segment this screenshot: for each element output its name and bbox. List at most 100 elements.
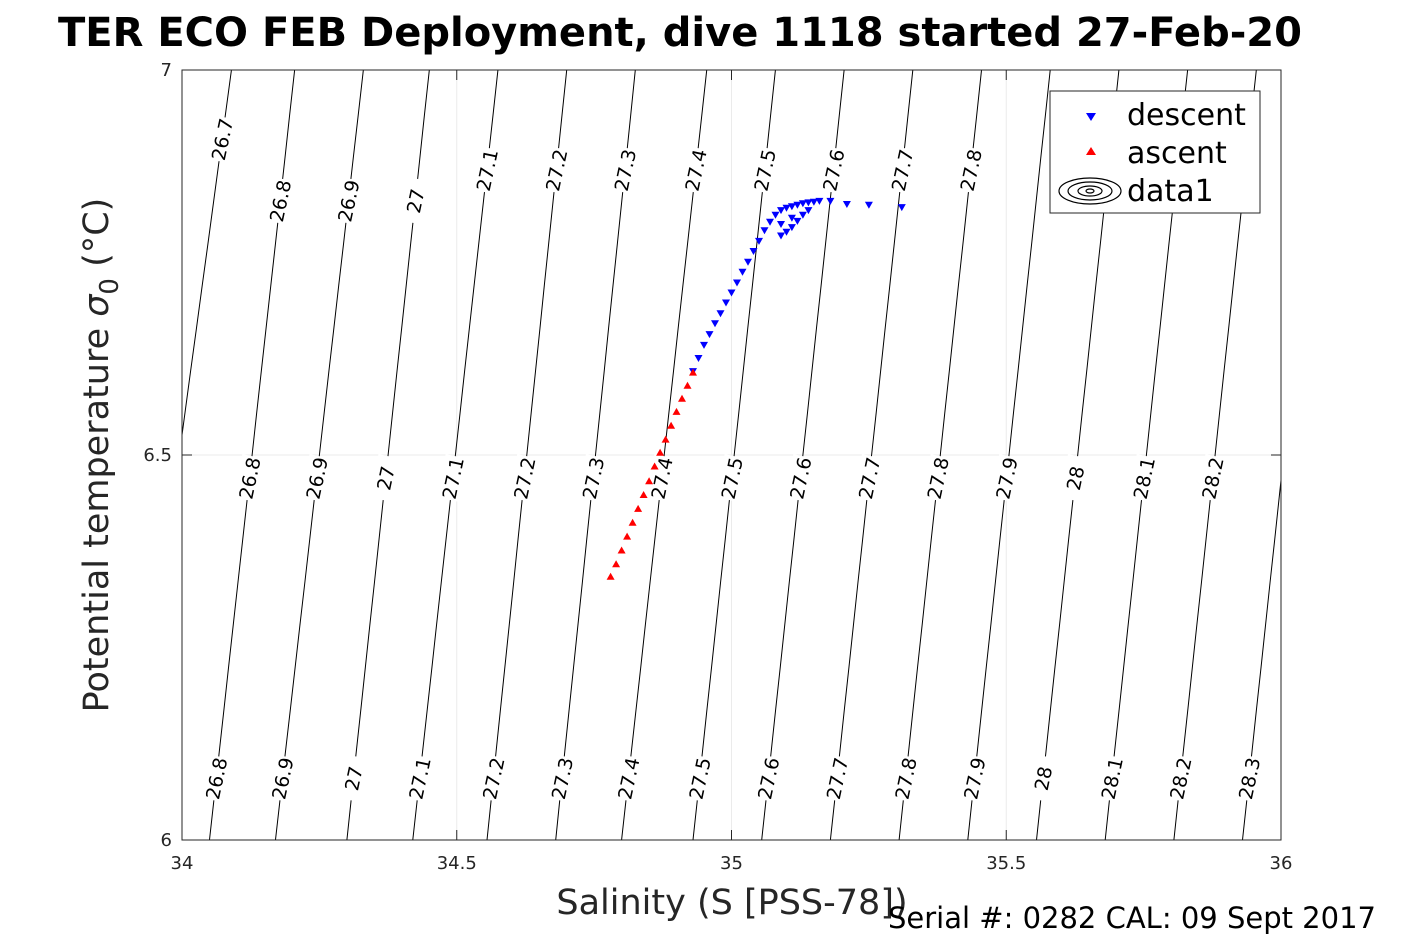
descent-point xyxy=(842,201,851,208)
isopycnal-label-bg xyxy=(958,754,991,803)
isopycnal-label-bg xyxy=(990,454,1023,503)
ascent-point xyxy=(606,572,615,580)
x-tick-label: 35 xyxy=(720,853,743,874)
legend-box xyxy=(1049,90,1261,214)
isopycnal-label-bg xyxy=(233,454,266,503)
isopycnal-label-bg xyxy=(508,454,541,503)
isopycnal-line xyxy=(967,70,1051,840)
descent-point xyxy=(782,204,791,212)
descent-point xyxy=(700,341,708,349)
isopycnal-label-bg xyxy=(817,146,850,195)
ascent-point xyxy=(656,448,665,456)
descent-point xyxy=(727,289,736,297)
isopycnal-label-bg xyxy=(889,754,923,803)
ascent-point xyxy=(634,504,643,512)
ascent-point xyxy=(645,477,654,485)
descent-point xyxy=(738,268,747,276)
ascent-point xyxy=(683,381,692,389)
descent-point xyxy=(777,207,785,215)
ascent-point xyxy=(628,518,637,526)
y-axis-label-main: Potential temperature xyxy=(77,317,117,713)
legend-ascent-label: ascent xyxy=(1127,136,1227,171)
descent-point xyxy=(787,224,796,232)
x-tick-label: 34 xyxy=(171,853,194,874)
descent-point xyxy=(798,200,807,208)
ascent-point xyxy=(639,491,648,498)
x-axis-label: Salinity (S [PSS-78]) xyxy=(556,883,907,923)
descent-point xyxy=(804,199,813,207)
isopycnal-label-bg xyxy=(539,146,573,195)
isopycnal-label-bg xyxy=(199,754,233,803)
isopycnal-label-bg xyxy=(545,754,579,803)
isopycnal-label-bg xyxy=(1127,454,1161,503)
legend-data1-label: data1 xyxy=(1127,174,1214,209)
descent-point xyxy=(711,320,719,328)
isopycnal-label-bg xyxy=(885,146,919,195)
isopycnal-label-bg xyxy=(398,176,432,225)
legend-descent-marker xyxy=(1086,113,1096,121)
descent-point xyxy=(864,201,873,209)
isopycnal-label-bg xyxy=(921,454,955,503)
x-tick-label: 34.5 xyxy=(437,853,477,874)
legend-contour-icon xyxy=(1058,177,1122,205)
descent-point xyxy=(787,203,796,211)
legend: descent ascent data1 xyxy=(1049,90,1261,214)
isopycnal-label-bg xyxy=(683,754,716,803)
descent-point xyxy=(766,218,774,226)
isopycnal-line xyxy=(346,70,430,840)
isopycnal-label-bg xyxy=(1196,454,1229,503)
isopycnal-label-bg xyxy=(752,754,785,803)
isopycnal-label-bg xyxy=(954,146,988,195)
descent-point xyxy=(705,331,714,339)
isopycnal-line xyxy=(274,70,364,840)
descent-point xyxy=(897,204,906,212)
isopycnal-label-bg xyxy=(612,754,645,803)
isopycnal-label-bg xyxy=(1164,754,1197,803)
isopycnal-label-bg xyxy=(679,146,713,195)
isopycnal-label-bg xyxy=(470,146,504,195)
isopycnal-label-bg xyxy=(436,454,470,503)
ascent-point xyxy=(672,407,681,415)
y-axis-label-unit: (°C) xyxy=(77,198,117,278)
isopycnal-label-bg xyxy=(748,146,782,195)
descent-point xyxy=(760,227,769,235)
descent-point xyxy=(777,232,785,240)
y-axis-label-sigma: σ xyxy=(77,293,117,317)
isopycnal-label-bg xyxy=(1095,754,1129,803)
isopycnal-label-bg xyxy=(1026,754,1060,803)
descent-point xyxy=(815,197,824,205)
ascent-point xyxy=(689,368,697,376)
chart-title: TER ECO FEB Deployment, dive 1118 starte… xyxy=(58,10,1302,56)
x-tick-label: 36 xyxy=(1270,853,1293,874)
isopycnal-label-bg xyxy=(263,176,297,225)
ascent-point xyxy=(617,546,626,554)
ascent-point xyxy=(661,435,670,443)
ascent-point xyxy=(623,532,632,540)
isopycnal-label-bg xyxy=(608,146,642,195)
y-axis-label: Potential temperature σ0 (°C) xyxy=(77,198,125,713)
descent-point xyxy=(793,201,802,209)
x-tick-label: 35.5 xyxy=(986,853,1026,874)
y-tick-label: 7 xyxy=(161,60,172,81)
isopycnal-label: 27 xyxy=(403,187,430,215)
descent-point xyxy=(755,237,763,245)
isopycnal-label: 27 xyxy=(341,764,368,792)
isopycnal-label-bg xyxy=(369,454,402,503)
serial-cal-footer: Serial #: 0282 CAL: 09 Sept 2017 xyxy=(888,901,1376,935)
descent-point xyxy=(694,355,703,362)
isopycnal-label: 28 xyxy=(1063,464,1090,492)
axis-ticks: 34 34.5 35 35.5 36 6 6.5 7 xyxy=(143,60,1292,874)
isopycnal-label-bg xyxy=(852,454,886,503)
descent-point xyxy=(782,228,791,236)
isopycnal-line xyxy=(1241,475,1281,840)
y-tick-label: 6 xyxy=(161,830,172,851)
isopycnal-label: 28 xyxy=(1031,764,1058,792)
descent-point xyxy=(826,197,835,205)
isopycnal-label-bg xyxy=(1232,754,1266,803)
isopycnal-line xyxy=(182,70,232,439)
legend-ascent-marker xyxy=(1086,147,1096,155)
isopycnal-label-bg xyxy=(576,454,610,503)
descent-point xyxy=(771,211,780,219)
isopycnal-label-bg xyxy=(1058,454,1092,503)
